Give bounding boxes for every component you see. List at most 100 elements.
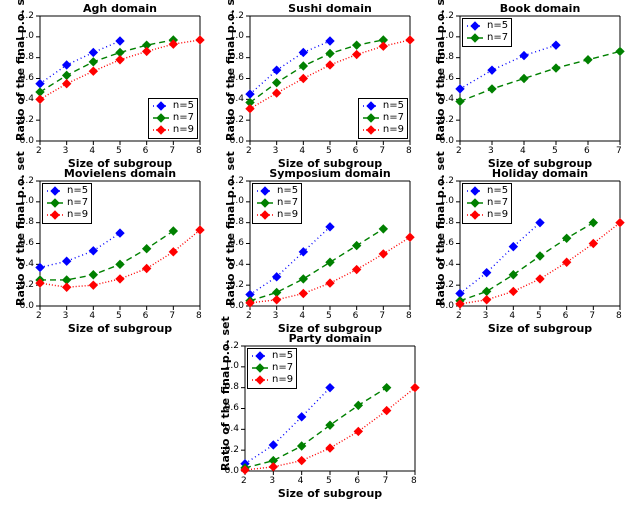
legend-label: n=7 <box>272 363 293 373</box>
xtick-label: 8 <box>411 476 417 486</box>
x-axis-label: Size of subgroup <box>68 322 172 335</box>
legend-label: n=5 <box>277 186 298 196</box>
panel-agh: 23456780.00.20.40.60.81.01.2Ratio of the… <box>40 16 200 141</box>
xtick-label: 6 <box>353 311 359 321</box>
panel-title: Book domain <box>500 2 581 15</box>
legend-label: n=9 <box>67 210 88 220</box>
series-n5 <box>460 45 556 89</box>
legend-row-n9: n=9 <box>46 209 88 221</box>
series-n7 <box>460 223 593 301</box>
legend-row-n5: n=5 <box>466 185 508 197</box>
panel-title: Symposium domain <box>269 167 390 180</box>
xtick-label: 8 <box>616 311 622 321</box>
legend-row-n7: n=7 <box>152 112 194 124</box>
xtick-label: 2 <box>36 146 42 156</box>
xtick-label: 7 <box>169 311 175 321</box>
xtick-label: 5 <box>326 476 332 486</box>
legend: n=5 n=7n=9 <box>358 98 408 139</box>
xtick-label: 6 <box>353 146 359 156</box>
legend-row-n9: n=9 <box>152 124 194 136</box>
x-axis-label: Size of subgroup <box>278 487 382 500</box>
legend: n=5 n=7n=9 <box>148 98 198 139</box>
legend-row-n7: n=7 <box>466 32 508 44</box>
panel-title: Holiday domain <box>492 167 588 180</box>
x-axis-label: Size of subgroup <box>488 322 592 335</box>
legend-row-n9: n=9 <box>362 124 404 136</box>
xtick-label: 6 <box>563 311 569 321</box>
series-n7 <box>245 388 387 468</box>
xtick-label: 3 <box>269 476 275 486</box>
legend-label: n=7 <box>487 33 508 43</box>
y-axis-label: Ratio of the final p.o. set <box>14 16 27 141</box>
xtick-label: 3 <box>63 146 69 156</box>
legend-label: n=5 <box>383 101 404 111</box>
y-axis-label: Ratio of the final p.o. set <box>224 181 237 306</box>
xtick-label: 6 <box>354 476 360 486</box>
xtick-label: 8 <box>196 311 202 321</box>
xtick-label: 3 <box>488 146 494 156</box>
legend-label: n=5 <box>487 21 508 31</box>
xtick-label: 8 <box>406 146 412 156</box>
xtick-label: 5 <box>116 146 122 156</box>
legend-label: n=9 <box>272 375 293 385</box>
figure-root: 23456780.00.20.40.60.81.01.2Ratio of the… <box>0 0 640 505</box>
xtick-label: 7 <box>383 476 389 486</box>
panel-movielens: 23456780.00.20.40.60.81.01.2Ratio of the… <box>40 181 200 306</box>
legend-row-n7: n=7 <box>466 197 508 209</box>
xtick-label: 5 <box>116 311 122 321</box>
xtick-label: 7 <box>379 146 385 156</box>
xtick-label: 5 <box>326 146 332 156</box>
legend-label: n=5 <box>67 186 88 196</box>
panel-sushi: 23456780.00.20.40.60.81.01.2Ratio of the… <box>250 16 410 141</box>
xtick-label: 3 <box>273 311 279 321</box>
series-n5 <box>250 227 330 295</box>
xtick-label: 4 <box>299 146 305 156</box>
xtick-label: 3 <box>483 311 489 321</box>
panel-title: Movielens domain <box>64 167 176 180</box>
legend-label: n=7 <box>277 198 298 208</box>
legend-row-n9: n=9 <box>251 374 293 386</box>
y-axis-label: Ratio of the final p.o. set <box>14 181 27 306</box>
legend-row-n5: n=5 <box>256 185 298 197</box>
legend-label: n=7 <box>487 198 508 208</box>
series-n5 <box>40 233 120 267</box>
legend-label: n=7 <box>67 198 88 208</box>
y-axis-label: Ratio of the final p.o. set <box>224 16 237 141</box>
xtick-label: 2 <box>246 311 252 321</box>
xtick-label: 4 <box>298 476 304 486</box>
y-axis-label: Ratio of the final p.o. set <box>434 16 447 141</box>
xtick-label: 2 <box>456 311 462 321</box>
legend: n=5 n=7 n=9 <box>42 183 92 224</box>
xtick-label: 7 <box>169 146 175 156</box>
series-n5 <box>245 388 330 464</box>
series-n7 <box>40 40 173 92</box>
xtick-label: 3 <box>273 146 279 156</box>
legend-label: n=7 <box>383 113 404 123</box>
series-n7 <box>250 40 383 103</box>
xtick-label: 2 <box>241 476 247 486</box>
legend-label: n=5 <box>272 351 293 361</box>
legend-row-n5: n=5 <box>362 100 404 112</box>
xtick-label: 4 <box>509 311 515 321</box>
legend-label: n=7 <box>173 113 194 123</box>
legend-row-n5: n=5 <box>152 100 194 112</box>
xtick-label: 4 <box>299 311 305 321</box>
panel-book: 2345670.00.20.40.60.81.01.2Ratio of the … <box>460 16 620 141</box>
xtick-label: 6 <box>143 146 149 156</box>
panel-title: Agh domain <box>83 2 157 15</box>
legend-label: n=9 <box>487 210 508 220</box>
legend-row-n7: n=7 <box>46 197 88 209</box>
xtick-label: 7 <box>379 311 385 321</box>
legend: n=5n=7n=9 <box>252 183 302 224</box>
legend-row-n7: n=7 <box>251 362 293 374</box>
legend-row-n5: n=5 <box>251 350 293 362</box>
series-n7 <box>460 51 620 101</box>
legend-label: n=5 <box>173 101 194 111</box>
panel-title: Sushi domain <box>288 2 372 15</box>
panel-title: Party domain <box>289 332 372 345</box>
xtick-label: 6 <box>143 311 149 321</box>
panel-symposium: 23456780.00.20.40.60.81.01.2Ratio of the… <box>250 181 410 306</box>
y-axis-label: Ratio of the final p.o. set <box>434 181 447 306</box>
panel-holiday: 23456780.00.20.40.60.81.01.2Ratio of the… <box>460 181 620 306</box>
xtick-label: 2 <box>246 146 252 156</box>
